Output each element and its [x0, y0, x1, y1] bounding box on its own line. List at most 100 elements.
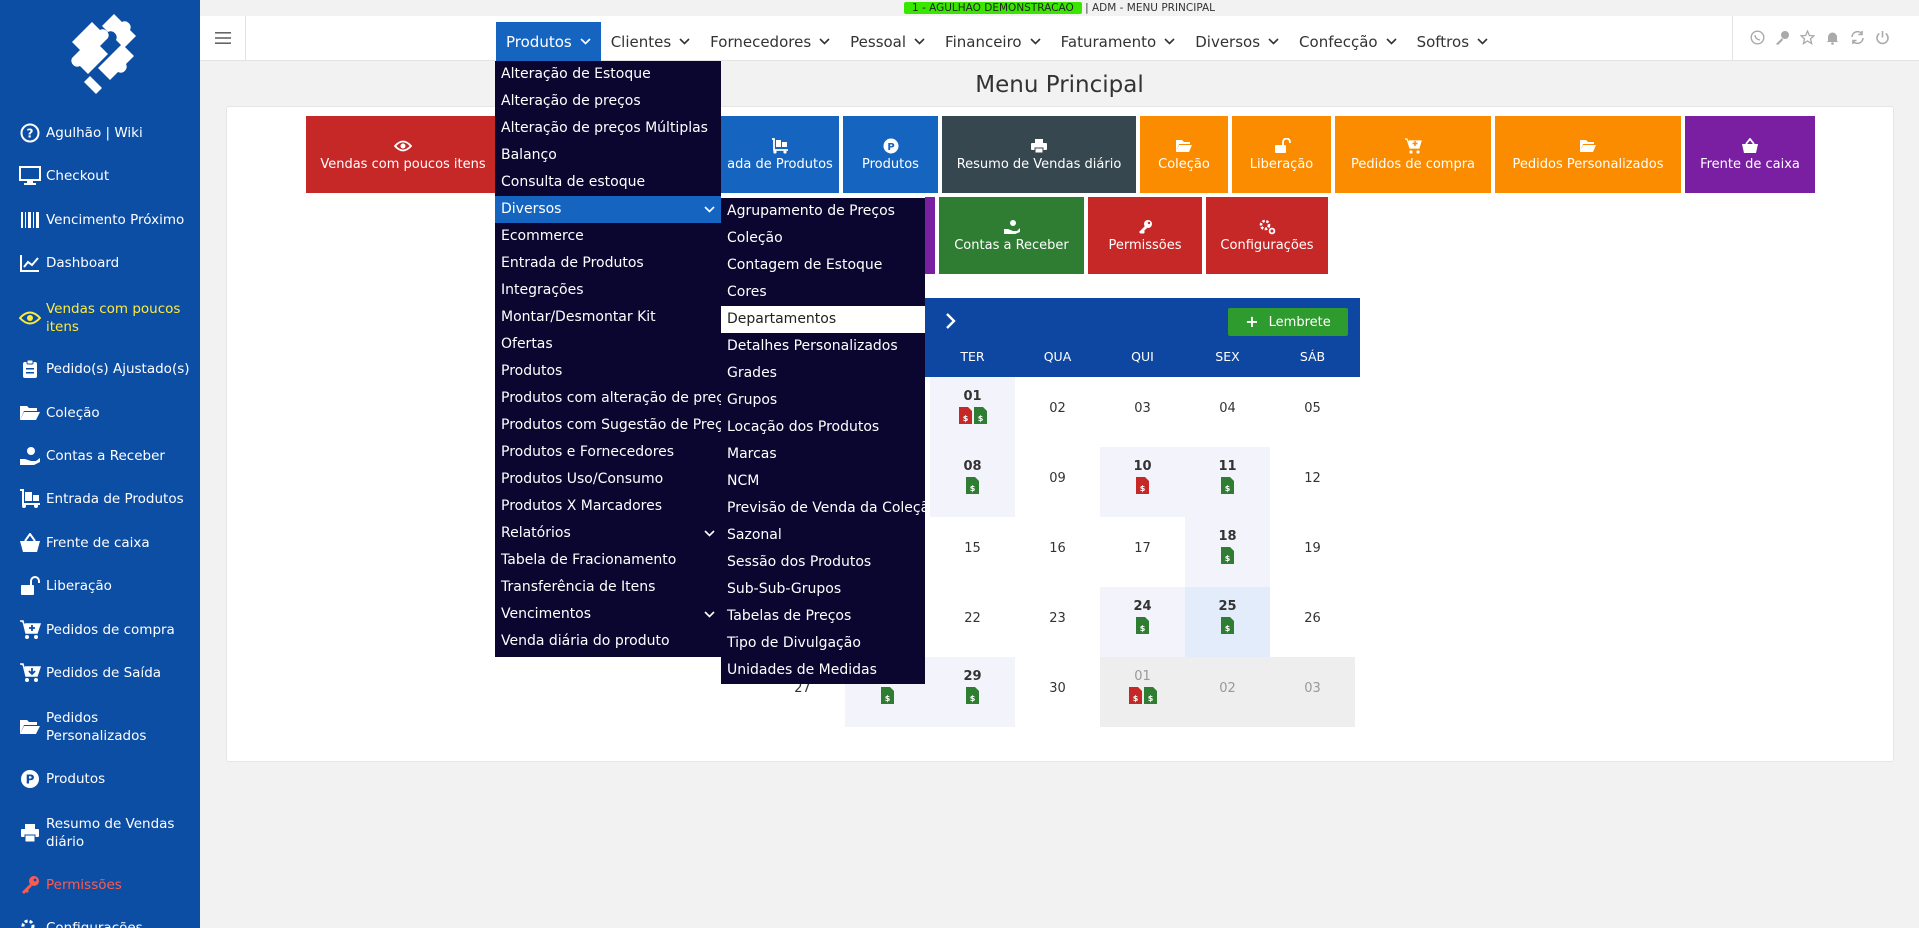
tile-frente-caixa[interactable]: Frente de caixa	[1685, 116, 1815, 193]
menu-item[interactable]: Produtos	[501, 363, 563, 379]
sidebar-item-vendas-poucos-itens[interactable]: Vendas com poucos itens	[0, 298, 200, 338]
menu-item[interactable]: Alteração de preços Múltiplas	[501, 120, 708, 136]
sidebar-item-pedidos-saida[interactable]: Pedidos de Saída	[0, 660, 200, 686]
menu-item[interactable]: Produtos Uso/Consumo	[501, 471, 664, 487]
submenu-item[interactable]: Coleção	[727, 230, 783, 246]
menu-item[interactable]: Ecommerce	[501, 228, 584, 244]
submenu-item[interactable]: Agrupamento de Preços	[727, 203, 895, 219]
sidebar-item-frente-caixa[interactable]: Frente de caixa	[0, 530, 200, 556]
menu-item[interactable]: Alteração de preços	[501, 93, 641, 109]
whatsapp-icon[interactable]	[1750, 30, 1765, 45]
menu-item[interactable]: Ofertas	[501, 336, 553, 352]
star-icon[interactable]	[1799, 29, 1816, 46]
calendar-day[interactable]: 15	[964, 541, 981, 556]
sidebar-item-colecao[interactable]: Coleção	[0, 400, 200, 426]
menu-item[interactable]: Alteração de Estoque	[501, 66, 651, 82]
tile-vendas-poucos-itens[interactable]: Vendas com poucos itens	[306, 116, 500, 193]
submenu-item[interactable]: Unidades de Medidas	[727, 662, 877, 678]
menu-item-diversos[interactable]: Diversos	[495, 196, 721, 223]
menu-item[interactable]: Produtos e Fornecedores	[501, 444, 675, 460]
calendar-day[interactable]: 18 $	[1185, 517, 1270, 587]
nav-faturamento[interactable]: Faturamento	[1051, 22, 1186, 61]
nav-clientes[interactable]: Clientes	[601, 22, 700, 61]
hamburger-menu-icon[interactable]	[214, 29, 232, 47]
submenu-item[interactable]: NCM	[727, 473, 760, 489]
tile-contas-receber[interactable]: Contas a Receber	[939, 197, 1084, 274]
tile-permissoes[interactable]: Permissões	[1088, 197, 1202, 274]
menu-item[interactable]: Produtos com alteração de preço	[501, 390, 721, 406]
submenu-item[interactable]: Grupos	[727, 392, 778, 408]
refresh-icon[interactable]	[1850, 30, 1865, 45]
sidebar-item-pedidos-compra[interactable]: Pedidos de compra	[0, 617, 200, 643]
calendar-day[interactable]: 11 $	[1185, 447, 1270, 517]
sidebar-item-pedidos-ajustados[interactable]: Pedido(s) Ajustado(s)	[0, 356, 200, 382]
submenu-item[interactable]: Locação dos Produtos	[727, 419, 880, 435]
calendar-day[interactable]: 09	[1049, 471, 1066, 486]
key-icon[interactable]	[1775, 30, 1790, 45]
calendar-day[interactable]: 30	[1049, 681, 1066, 696]
sidebar-item-wiki[interactable]: ? Agulhão | Wiki	[0, 120, 200, 146]
sidebar-item-liberacao[interactable]: Liberação	[0, 573, 200, 599]
chevron-right-icon[interactable]	[944, 312, 958, 330]
sidebar-item-entrada-produtos[interactable]: Entrada de Produtos	[0, 486, 200, 512]
power-icon[interactable]	[1875, 30, 1890, 45]
nav-confeccao[interactable]: Confecção	[1289, 22, 1407, 61]
submenu-item[interactable]: Tabelas de Preços	[727, 608, 852, 624]
sidebar-item-configuracoes[interactable]: Configurações	[0, 915, 200, 928]
add-reminder-button[interactable]: + Lembrete	[1228, 308, 1348, 336]
tile-configuracoes[interactable]: Configurações	[1206, 197, 1328, 274]
sidebar-item-dashboard[interactable]: Dashboard	[0, 250, 200, 276]
calendar-day[interactable]: 17	[1134, 541, 1151, 556]
nav-softros[interactable]: Softros	[1407, 22, 1498, 61]
menu-item-vencimentos[interactable]: Vencimentos	[495, 601, 721, 628]
calendar-day[interactable]: 10 $	[1100, 447, 1185, 517]
calendar-day-today[interactable]: 25 $	[1185, 587, 1270, 657]
submenu-item[interactable]: Tipo de Divulgação	[727, 635, 861, 651]
submenu-item[interactable]: Previsão de Venda da Coleção	[727, 500, 925, 516]
menu-item[interactable]: Produtos com Sugestão de Preço	[501, 417, 721, 433]
calendar-day-other-month[interactable]: 02	[1185, 657, 1270, 727]
calendar-day[interactable]: 23	[1049, 611, 1066, 626]
bell-icon[interactable]	[1825, 30, 1840, 45]
submenu-item[interactable]: Marcas	[727, 446, 777, 462]
menu-item[interactable]: Montar/Desmontar Kit	[501, 309, 656, 325]
tile-entrada-produtos[interactable]: ada de Produtos	[721, 116, 839, 193]
calendar-day[interactable]: 12	[1304, 471, 1321, 486]
submenu-item[interactable]: Cores	[727, 284, 767, 300]
menu-item[interactable]: Integrações	[501, 282, 584, 298]
menu-item[interactable]: Tabela de Fracionamento	[501, 552, 677, 568]
menu-item[interactable]: Balanço	[501, 147, 557, 163]
calendar-day[interactable]: 08 $	[930, 447, 1015, 517]
menu-item[interactable]: Entrada de Produtos	[501, 255, 644, 271]
nav-financeiro[interactable]: Financeiro	[935, 22, 1051, 61]
calendar-day[interactable]: 27	[794, 681, 811, 696]
calendar-day[interactable]: 19	[1304, 541, 1321, 556]
sidebar-item-checkout[interactable]: Checkout	[0, 163, 200, 189]
menu-item-relatorios[interactable]: Relatórios	[495, 520, 721, 547]
nav-fornecedores[interactable]: Fornecedores	[700, 22, 840, 61]
sidebar-item-produtos[interactable]: P Produtos	[0, 766, 200, 792]
menu-item[interactable]: Transferência de Itens	[501, 579, 656, 595]
sidebar-item-vencimento[interactable]: Vencimento Próximo	[0, 207, 200, 233]
calendar-day[interactable]: 22	[964, 611, 981, 626]
submenu-item[interactable]: Sessão dos Produtos	[727, 554, 872, 570]
tile-resumo-vendas[interactable]: Resumo de Vendas diário	[942, 116, 1136, 193]
calendar-day[interactable]: 03	[1134, 401, 1151, 416]
tile-colecao[interactable]: Coleção	[1140, 116, 1228, 193]
nav-pessoal[interactable]: Pessoal	[840, 22, 935, 61]
tile-pedidos-personalizados[interactable]: Pedidos Personalizados	[1495, 116, 1681, 193]
submenu-item[interactable]: Grades	[727, 365, 777, 381]
calendar-day-other-month[interactable]: 01 $ $	[1100, 657, 1185, 727]
sidebar-item-permissoes[interactable]: Permissões	[0, 872, 200, 898]
calendar-day[interactable]: 26	[1304, 611, 1321, 626]
calendar-day[interactable]: 04	[1219, 401, 1236, 416]
sidebar-item-pedidos-personalizados[interactable]: Pedidos Personalizados	[0, 707, 200, 747]
sidebar-item-contas-receber[interactable]: Contas a Receber	[0, 443, 200, 469]
menu-item[interactable]: Consulta de estoque	[501, 174, 646, 190]
calendar-day[interactable]: 02	[1049, 401, 1066, 416]
tile-partial-hidden[interactable]	[925, 197, 935, 274]
menu-item[interactable]: Produtos X Marcadores	[501, 498, 662, 514]
calendar-day[interactable]: 24 $	[1100, 587, 1185, 657]
calendar-day[interactable]: 05	[1304, 401, 1321, 416]
submenu-item[interactable]: Contagem de Estoque	[727, 257, 883, 273]
